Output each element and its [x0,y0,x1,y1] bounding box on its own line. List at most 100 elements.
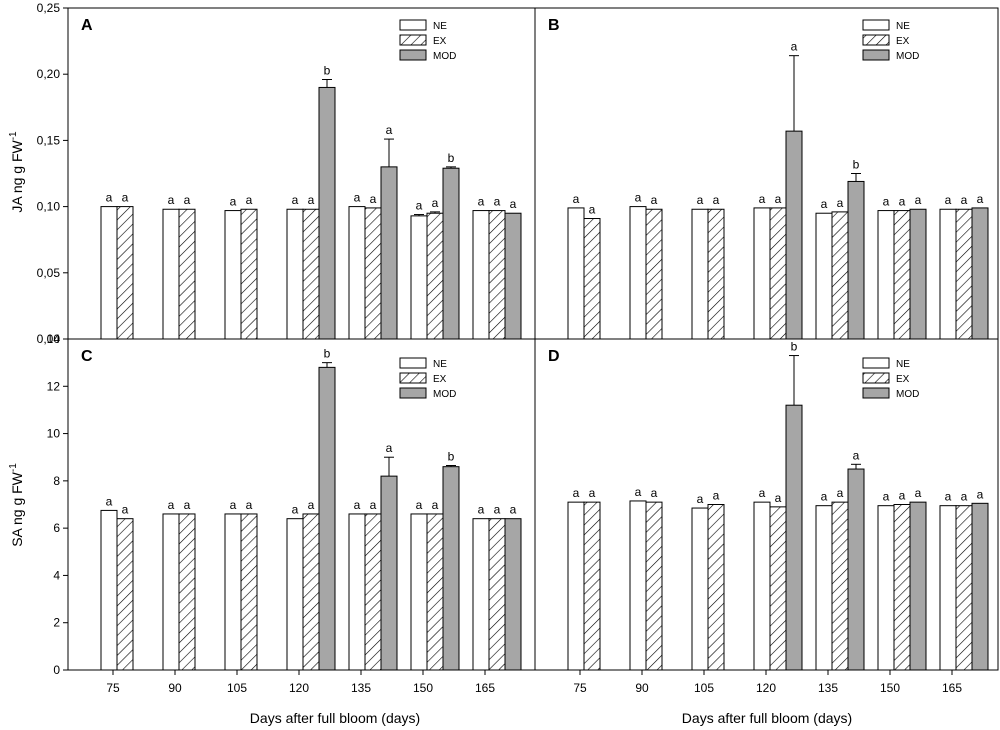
significance-letter: a [510,503,517,517]
significance-letter: b [448,151,455,165]
significance-letter: a [370,498,377,512]
panel-label: D [548,348,560,365]
y-tick-label: 0,15 [37,133,61,147]
bar-ex [955,208,973,340]
significance-letter: a [713,193,720,207]
y-axis-title-sa: SA ng g FW-1 [8,463,25,547]
bar-ex [831,501,849,671]
significance-letter: a [899,489,906,503]
legend-label-ex: EX [433,374,447,385]
significance-letter: a [230,498,237,512]
significance-letter: a [961,193,968,207]
significance-letter: a [122,503,129,517]
legend-swatch-ne [862,19,890,31]
bar-ex [955,505,973,671]
legend-swatch-mod [399,387,427,399]
bar-ex [240,208,258,340]
y-tick-label: 2 [53,616,60,630]
y-axis-title-ja: JA ng g FW-1 [8,131,25,213]
x-tick-label: 90 [635,681,649,695]
bar-ne [410,513,428,671]
significance-letter: a [697,193,704,207]
x-tick-label: 75 [106,681,120,695]
legend-label-mod: MOD [433,51,456,62]
bar-ne [348,513,366,671]
bar-mod [380,166,398,340]
x-tick-label: 165 [942,681,962,695]
legend-swatch-ne [399,19,427,31]
bar-ne [753,501,771,671]
significance-letter: a [494,195,501,209]
bar-ne [162,208,180,340]
x-tick-label: 120 [289,681,309,695]
legend-label-ne: NE [896,21,910,32]
significance-letter: a [494,503,501,517]
y-tick-label: 10 [47,427,61,441]
legend-label-mod: MOD [896,389,919,400]
significance-letter: a [775,491,782,505]
significance-letter: a [246,193,253,207]
bar-ne [691,208,709,340]
significance-letter: a [945,490,952,504]
legend-swatch-mod [862,387,890,399]
panel-label: A [81,17,93,34]
bar-ex [769,506,787,671]
significance-letter: a [573,192,580,206]
significance-letter: a [308,498,315,512]
bar-mod [442,167,460,340]
legend-swatch-mod [399,49,427,61]
significance-letter: a [635,485,642,499]
significance-letter: b [853,158,860,172]
bar-ne [629,500,647,671]
x-tick-label: 165 [475,681,495,695]
bar-ex [426,513,444,671]
significance-letter: a [853,448,860,462]
significance-letter: a [230,195,237,209]
significance-letter: a [168,498,175,512]
significance-letter: b [324,347,331,361]
significance-letter: a [759,192,766,206]
legend-swatch-ex [862,372,890,384]
y-tick-label: 0,25 [37,1,61,15]
bar-ne [224,210,242,340]
bar-mod [785,130,803,340]
bar-ex [364,207,382,340]
significance-letter: a [883,490,890,504]
bar-ex [893,504,911,671]
bar-ne [815,212,833,340]
significance-letter: a [883,195,890,209]
y-tick-label: 0,05 [37,266,61,280]
bar-ex [583,218,601,340]
bar-mod [847,468,865,671]
legend-label-ne: NE [433,21,447,32]
bar-mod [504,212,522,340]
y-tick-label: 14 [47,332,61,346]
bar-mod [380,475,398,671]
legend-swatch-ex [399,34,427,46]
y-tick-label: 12 [47,379,61,393]
significance-letter: a [292,193,299,207]
bar-ne [472,210,490,340]
bar-ne [629,206,647,340]
x-tick-label: 105 [694,681,714,695]
legend-label-ex: EX [896,36,910,47]
significance-letter: a [899,195,906,209]
significance-letter: a [945,193,952,207]
x-tick-label: 75 [573,681,587,695]
bar-ex [178,513,196,671]
significance-letter: a [510,197,517,211]
bar-ex [707,208,725,340]
bar-ne [472,518,490,671]
bar-ex [302,513,320,671]
significance-letter: a [697,492,704,506]
y-tick-label: 8 [53,474,60,488]
y-tick-label: 0,00 [37,332,61,346]
x-tick-label: 135 [351,681,371,695]
legend-label-mod: MOD [896,51,919,62]
bar-ex [769,207,787,340]
bar-ne [877,210,895,340]
significance-letter: a [573,486,580,500]
panel-label: B [548,17,560,34]
legend-swatch-ex [399,372,427,384]
